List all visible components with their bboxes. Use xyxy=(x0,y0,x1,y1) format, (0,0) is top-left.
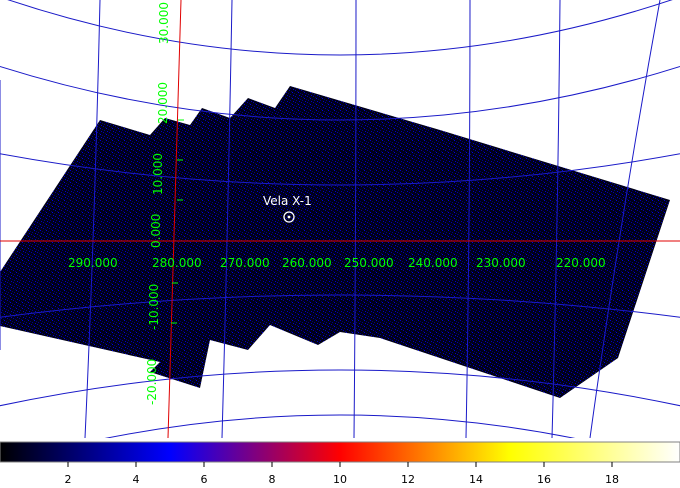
colorbar-tick-label: 6 xyxy=(201,473,208,486)
colorbar-ticks xyxy=(67,462,613,467)
colorbar-tick-label: 14 xyxy=(469,473,483,486)
lon-label: 250.000 xyxy=(344,256,394,270)
colorbar-tick-label: 10 xyxy=(333,473,347,486)
lat-label: 10.000 xyxy=(151,153,165,195)
source-label: Vela X-1 xyxy=(263,194,312,208)
lat-label: -20.000 xyxy=(145,359,159,405)
lat-label: 30.000 xyxy=(157,2,171,44)
colorbar-tick-label: 16 xyxy=(537,473,551,486)
lat-label: 0.000 xyxy=(149,214,163,248)
colorbar-tick-label: 18 xyxy=(605,473,619,486)
colorbar-tick-label: 8 xyxy=(269,473,276,486)
lat-label: 20.000 xyxy=(156,82,170,124)
lon-label: 230.000 xyxy=(476,256,526,270)
lon-label: 220.000 xyxy=(556,256,606,270)
colorbar: 2 4 6 8 10 12 14 16 18 xyxy=(0,441,680,486)
colorbar-tick-labels: 2 4 6 8 10 12 14 16 18 xyxy=(65,473,620,486)
lon-label: 260.000 xyxy=(282,256,332,270)
colorbar-tick-label: 4 xyxy=(133,473,140,486)
circle-with-dot-marker-icon xyxy=(283,211,295,223)
latitude-labels: 30.000 20.000 10.000 0.000 -10.000 -20.0… xyxy=(145,2,171,405)
meridian-axis xyxy=(167,0,182,438)
lat-label: -10.000 xyxy=(147,284,161,330)
longitude-labels: 290.000 280.000 270.000 260.000 250.000 … xyxy=(68,256,606,270)
lon-label: 240.000 xyxy=(408,256,458,270)
lon-label: 280.000 xyxy=(152,256,202,270)
lon-label: 270.000 xyxy=(220,256,270,270)
sky-map: 290.000 280.000 270.000 260.000 250.000 … xyxy=(0,0,680,438)
sky-map-panel[interactable]: 290.000 280.000 270.000 260.000 250.000 … xyxy=(0,0,680,438)
source-marker[interactable]: Vela X-1 xyxy=(263,194,312,223)
colorbar-gradient xyxy=(0,441,680,463)
colorbar-tick-label: 2 xyxy=(65,473,72,486)
image-footprint xyxy=(0,86,670,398)
colorbar-tick-label: 12 xyxy=(401,473,415,486)
colorbar-panel: 2 4 6 8 10 12 14 16 18 xyxy=(0,438,680,488)
longitude-grid xyxy=(0,0,661,438)
lon-label: 290.000 xyxy=(68,256,118,270)
latitude-grid xyxy=(0,0,680,438)
